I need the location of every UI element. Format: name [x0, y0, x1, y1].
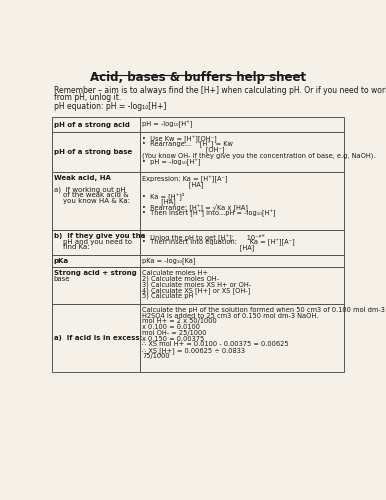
Text: Acid, bases & buffers help sheet: Acid, bases & buffers help sheet [90, 71, 306, 84]
Text: 3) Calculate moles XS H+ or OH-: 3) Calculate moles XS H+ or OH- [142, 282, 251, 288]
Bar [140, 267, 344, 304]
Text: (You know OH- if they give you the concentration of base, e.g. NaOH).: (You know OH- if they give you the conce… [142, 152, 376, 159]
Text: pH = -log₁₀[H⁺]: pH = -log₁₀[H⁺] [142, 121, 192, 128]
Text: pKa: pKa [54, 258, 69, 264]
Text: •  Ka = [H⁺]²: • Ka = [H⁺]² [142, 192, 185, 200]
Bar [52, 255, 140, 267]
Text: Strong acid + strong: Strong acid + strong [54, 270, 136, 276]
Text: a)  If working out pH: a) If working out pH [54, 186, 125, 193]
Text: 5) Calculate pH: 5) Calculate pH [142, 293, 193, 300]
Text: Calculate moles H+: Calculate moles H+ [142, 270, 208, 276]
Text: H2SO4 is added to 25 cm3 of 0.150 mol dm-3 NaOH.: H2SO4 is added to 25 cm3 of 0.150 mol dm… [142, 312, 318, 318]
Bar [52, 230, 140, 255]
Text: ∴ XS mol H+ = 0.0100 - 0.00375 = 0.00625: ∴ XS mol H+ = 0.0100 - 0.00375 = 0.00625 [142, 342, 289, 347]
Text: pKa = -log₁₀[Ka]: pKa = -log₁₀[Ka] [142, 258, 196, 264]
Text: x 0.100 = 0.0100: x 0.100 = 0.0100 [142, 324, 200, 330]
Text: •  pH = -log₁₀[H⁺]: • pH = -log₁₀[H⁺] [142, 158, 200, 166]
Text: 2) Calculate moles OH-: 2) Calculate moles OH- [142, 276, 219, 282]
Text: •  Unlog the pH to get [H⁺]:      10⁻ᵖᴴ: • Unlog the pH to get [H⁺]: 10⁻ᵖᴴ [142, 233, 264, 240]
Text: •  Rearrange: [H⁺] = √Ka x [HA]: • Rearrange: [H⁺] = √Ka x [HA] [142, 204, 248, 212]
Text: you know HA & Ka:: you know HA & Ka: [54, 198, 130, 204]
Text: •  Then insert into equation:      Ka = [H⁺][A⁻]: • Then insert into equation: Ka = [H⁺][A… [142, 238, 295, 246]
Text: find Ka:: find Ka: [54, 244, 89, 250]
Bar [52, 172, 140, 230]
Text: ∴ XS [H+] = 0.00625 ÷ 0.0833: ∴ XS [H+] = 0.00625 ÷ 0.0833 [142, 347, 245, 354]
Text: Weak acid, HA: Weak acid, HA [54, 175, 110, 181]
Bar [140, 117, 344, 132]
Text: base: base [54, 276, 70, 281]
Text: Calculate the pH of the solution formed when 50 cm3 of 0.100 mol dm-3: Calculate the pH of the solution formed … [142, 307, 385, 313]
Text: 4) Calculate XS [H+] or XS [OH-]: 4) Calculate XS [H+] or XS [OH-] [142, 287, 250, 294]
Bar [140, 304, 344, 372]
Text: Remember – aim is to always find the [H+] when calculating pH. Or if you need to: Remember – aim is to always find the [H+… [54, 86, 386, 95]
Text: pH equation: pH = -log₁₀[H+]: pH equation: pH = -log₁₀[H+] [54, 102, 167, 112]
Text: from pH, unlog it.: from pH, unlog it. [54, 93, 122, 102]
Bar [52, 132, 140, 172]
Text: mol OH- = 25/1000: mol OH- = 25/1000 [142, 330, 207, 336]
Text: x 0.150 = 0.00375: x 0.150 = 0.00375 [142, 336, 204, 342]
Bar [140, 172, 344, 230]
Bar [52, 267, 140, 304]
Text: pH and you need to: pH and you need to [54, 238, 132, 244]
Bar [52, 304, 140, 372]
Bar [140, 255, 344, 267]
Bar [52, 117, 140, 132]
Text: b)  If they give you the: b) If they give you the [54, 233, 145, 239]
Text: mol H+ = 2 x 50/1000: mol H+ = 2 x 50/1000 [142, 318, 217, 324]
Bar [140, 230, 344, 255]
Text: [HA]: [HA] [142, 198, 176, 205]
Text: [HA]: [HA] [142, 244, 254, 251]
Text: [OH⁻]: [OH⁻] [142, 146, 225, 154]
Text: [HA]: [HA] [142, 181, 203, 188]
Text: of the weak acid &: of the weak acid & [54, 192, 128, 198]
Text: 75/1000: 75/1000 [142, 353, 170, 359]
Text: a)  If acid is in excess:: a) If acid is in excess: [54, 335, 142, 341]
Text: pH of a strong base: pH of a strong base [54, 150, 132, 156]
Text: Expression: Ka = [H⁺][A⁻]: Expression: Ka = [H⁺][A⁻] [142, 175, 228, 182]
Text: •  Rearrange...    [H⁺] = Kw: • Rearrange... [H⁺] = Kw [142, 141, 233, 148]
Text: •  Then insert [H⁺] into...pH = -log₁₀[H⁺]: • Then insert [H⁺] into...pH = -log₁₀[H⁺… [142, 210, 276, 217]
Text: •  Use Kw = [H⁺][OH⁻]: • Use Kw = [H⁺][OH⁻] [142, 135, 217, 142]
Bar [140, 132, 344, 172]
Text: pH of a strong acid: pH of a strong acid [54, 122, 130, 128]
